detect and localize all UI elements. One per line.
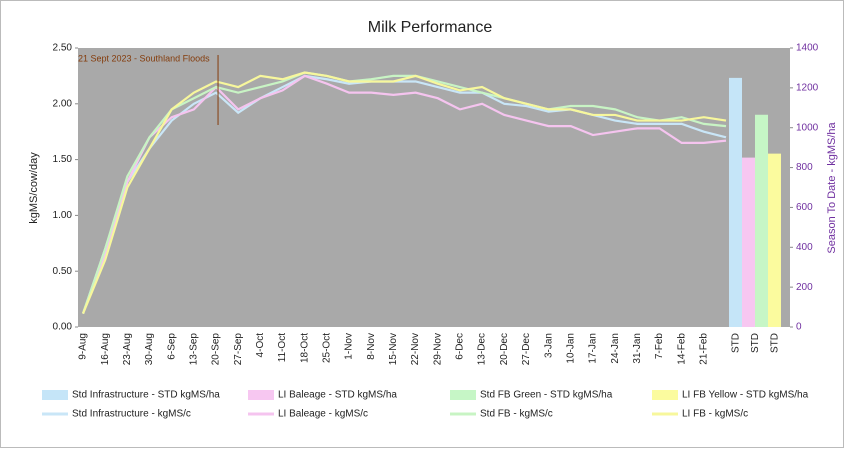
bar (755, 114, 768, 327)
legend-label: Std Infrastructure - kgMS/c (72, 409, 191, 420)
y-axis-label: kgMS/cow/day (28, 152, 40, 224)
x-tick-label: 15-Nov (388, 333, 399, 365)
series-line (81, 71, 727, 314)
legend-swatch (652, 390, 678, 400)
y-tick-label: 2.00 (53, 98, 73, 109)
y2-tick-label: 200 (796, 282, 813, 293)
x-tick-label: 10-Jan (565, 333, 576, 364)
x-tick-label: 6-Dec (455, 333, 466, 360)
bar (729, 77, 742, 328)
y-tick-label: 1.50 (53, 154, 73, 165)
y-tick-label: 1.00 (53, 210, 73, 221)
y2-tick-label: 1200 (796, 82, 819, 93)
legend-swatch (248, 390, 274, 400)
y2-tick-label: 1400 (796, 43, 819, 54)
x-tick-label: 20-Dec (499, 333, 510, 365)
x-tick-label: 16-Aug (100, 333, 111, 365)
x-tick-label: 7-Feb (654, 333, 665, 360)
series-line (81, 74, 727, 314)
x-tick-label: 22-Nov (410, 333, 421, 365)
x-tick-label: 6-Sep (166, 333, 177, 360)
x-tick-label: 14-Feb (676, 333, 687, 365)
x-tick-label: 20-Sep (211, 333, 222, 366)
x-tick-label: 18-Oct (299, 333, 310, 363)
x-tick-label: 27-Sep (233, 333, 244, 366)
series-line (81, 71, 727, 315)
x-tick-label: 23-Aug (122, 333, 133, 365)
x-tick-label: 13-Dec (477, 333, 488, 365)
x-tick-label: 21-Feb (698, 333, 709, 365)
y2-tick-label: 1000 (796, 122, 819, 133)
bar (742, 157, 755, 327)
chart-title: Milk Performance (368, 19, 493, 36)
x-tick-label: 9-Aug (78, 333, 89, 360)
x-tick-label: 27-Dec (521, 333, 532, 365)
y-tick-label: 0.00 (53, 322, 73, 333)
x-tick-label: 4-Oct (255, 333, 266, 358)
x-tick-label: 31-Jan (632, 333, 643, 364)
x-tick-label: STD (769, 333, 780, 353)
y2-tick-label: 400 (796, 242, 813, 253)
x-tick-label: 25-Oct (322, 333, 333, 363)
y2-tick-label: 0 (796, 322, 802, 333)
legend-label: Std FB - kgMS/c (480, 409, 553, 420)
legend-label: Std FB Green - STD kgMS/ha (480, 390, 613, 401)
annotation: 21 Sept 2023 - Southland Floods (78, 53, 210, 63)
x-tick-label: 24-Jan (610, 333, 621, 364)
y2-axis-label: Season To Date - kgMS/ha (826, 121, 838, 253)
y2-tick-label: 600 (796, 202, 813, 213)
y2-tick-label: 800 (796, 162, 813, 173)
y-tick-label: 0.50 (53, 266, 73, 277)
legend-label: LI FB Yellow - STD kgMS/ha (682, 390, 809, 401)
x-tick-label: 3-Jan (543, 333, 554, 358)
x-tick-label: 13-Sep (189, 333, 200, 366)
x-tick-label: 17-Jan (588, 333, 599, 364)
x-tick-label: 8-Nov (366, 333, 377, 360)
legend-swatch (450, 390, 476, 400)
plot-area (78, 48, 790, 327)
legend-label: Std Infrastructure - STD kgMS/ha (72, 390, 220, 401)
x-tick-label: STD (750, 333, 761, 353)
x-tick-label: 29-Nov (432, 333, 443, 365)
x-tick-label: STD (731, 333, 742, 353)
y-tick-label: 2.50 (53, 43, 73, 54)
legend-label: LI Baleage - STD kgMS/ha (278, 390, 397, 401)
x-tick-label: 1-Nov (344, 333, 355, 360)
legend-swatch (42, 390, 68, 400)
x-tick-label: 11-Oct (277, 333, 288, 362)
series-line (81, 74, 727, 314)
legend-label: LI FB - kgMS/c (682, 409, 748, 420)
legend-label: LI Baleage - kgMS/c (278, 409, 368, 420)
x-tick-label: 30-Aug (144, 333, 155, 365)
bar (768, 153, 781, 327)
